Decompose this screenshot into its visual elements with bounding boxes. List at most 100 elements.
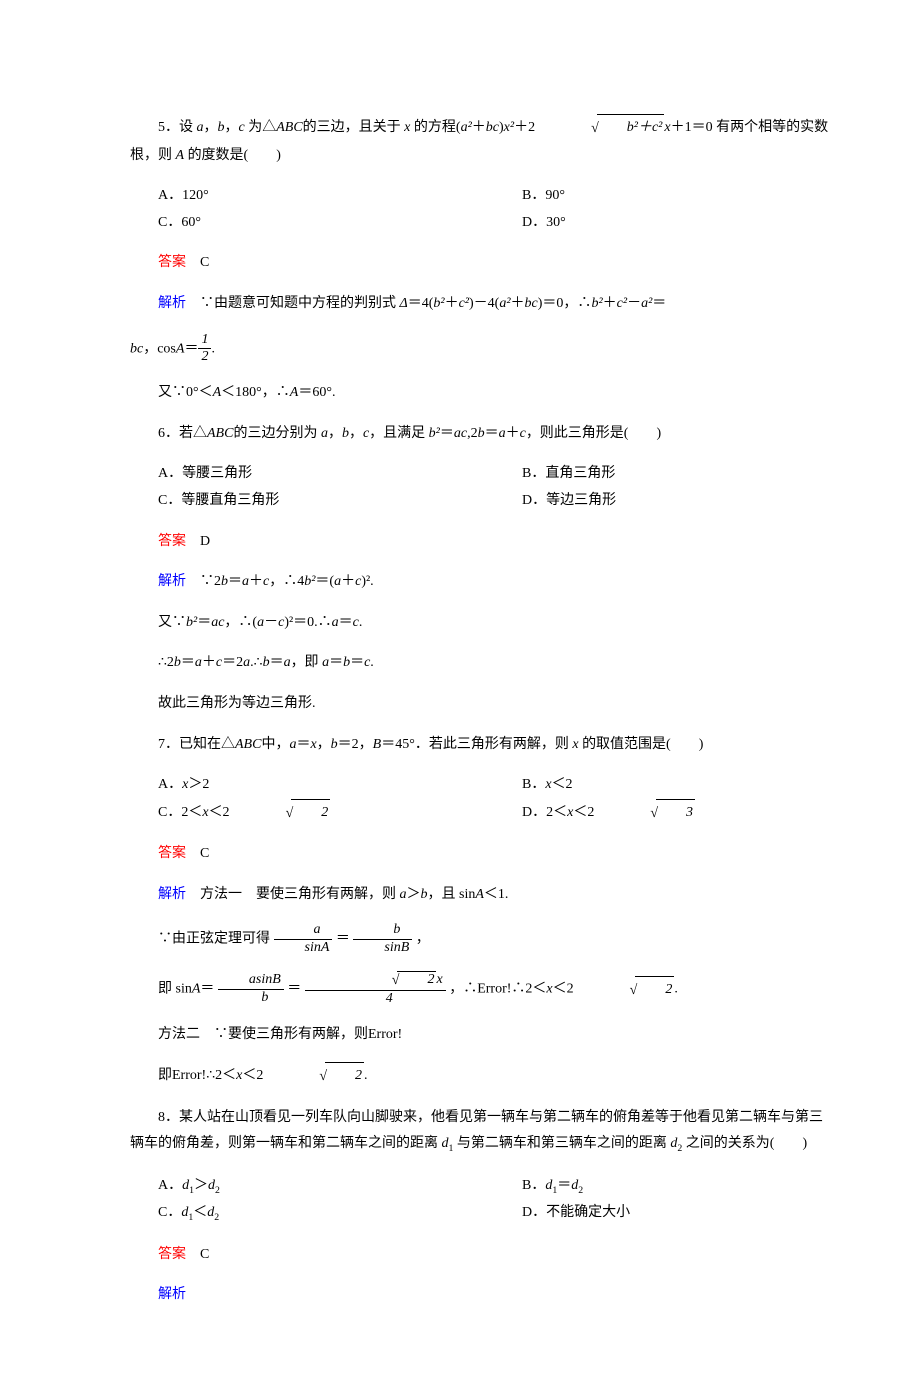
text: ＝ [197,615,211,630]
text: 即 [158,1068,172,1083]
var-bc: bc [130,341,143,356]
q7-e1: 解析 方法一 要使三角形有两解，则 a＞b，且 sinA＜1. [130,882,830,909]
text: ＝ [339,615,353,630]
text: ＝ [485,426,499,441]
q6-options-cd: C．等腰直角三角形 D．等边三角形 [130,488,830,515]
var-a: a [197,120,204,135]
text: ， [317,737,331,752]
sqrt2b: √2 [574,976,675,1005]
var-a: a [321,426,328,441]
sqrt: √b²＋c² [535,114,664,143]
text: ＋ [202,655,216,670]
q7-e5: 即Error!∴2＜x＜2√2. [130,1062,830,1091]
text: 即 sin [158,982,192,997]
b2: b² [433,296,444,311]
explain-label: 解析 [158,1287,186,1302]
q8-optA: A．d1＞d2 [130,1173,494,1200]
text: 中， [261,737,289,752]
text: 又∵ [158,615,186,630]
v: b [343,655,350,670]
t: C． [158,1205,181,1220]
answer-label: 答案 [158,846,186,861]
text: ＋ [445,296,459,311]
t: ＜ [193,1205,207,1220]
text: 的取值范围是( ) [579,737,704,752]
text: ＝ [296,737,310,752]
text: )－4( [469,296,499,311]
explain-label: 解析 [158,887,186,902]
b2: b² [429,426,440,441]
q6-e2: 又∵b²＝ac，∴(a－c)²＝0.∴a＝c. [130,610,830,637]
q5-optB: B．90° [494,183,830,210]
text: ＝2， [338,737,373,752]
text: ＝ [287,982,301,997]
text: ＋ [511,296,525,311]
frac-a-sina: asinA [274,922,333,957]
q5-number: 5． [158,120,179,135]
q8-number: 8． [158,1110,179,1125]
text: ，且满足 [369,426,429,441]
text: ,2 [467,426,478,441]
t: C．2＜ [158,805,202,820]
text: ，∴4 [269,574,304,589]
text: ＝ [270,655,284,670]
q6-optB: B．直角三角形 [494,461,830,488]
text: ＋ [472,120,486,135]
a2: a² [461,120,472,135]
q5-optD: D．30° [494,210,830,237]
text: ，则此三角形是( ) [526,426,661,441]
q7-options-cd: C．2＜x＜2√2 D．2＜x＜2√3 [130,799,830,828]
t: ＝ [557,1178,571,1193]
text: ＝ [440,426,454,441]
text: 若△ [179,426,207,441]
text: ∵2 [186,574,221,589]
q6-optC: C．等腰直角三角形 [130,488,494,515]
answer-value: C [186,1247,209,1262]
q6-stem: 6．若△ABC的三边分别为 a，b，c，且满足 b²＝ac,2b＝a＋c，则此三… [130,421,830,448]
text: － [264,615,278,630]
text: ＝4( [408,296,434,311]
text: .∴ [250,655,262,670]
answer-value: C [186,846,209,861]
q5-options-ab: A．120° B．90° [130,183,830,210]
text: 的三边，且关于 [303,120,405,135]
var-ac: ac [454,426,467,441]
q5-optC: C．60° [130,210,494,237]
q7-optA: A．x＞2 [130,772,494,799]
text: ＝ [336,932,350,947]
a2c: a² [641,296,652,311]
text: ＝45°．若此三角形有两解，则 [381,737,572,752]
q8-options-cd: C．d1＜d2 D．不能确定大小 [130,1200,830,1227]
text: ＝60°. [298,385,335,400]
text: ＋ [249,574,263,589]
var-bc: bc [525,296,538,311]
v: d [208,1178,215,1193]
t: D．2＜ [522,805,567,820]
answer-value: C [186,255,209,270]
q6-answer: 答案 D [130,529,830,556]
text: ，∴ [449,982,477,997]
var-bc: bc [486,120,499,135]
t: ＞ [194,1178,208,1193]
text: ，且 sin [428,887,476,902]
text: ＋2 [514,120,535,135]
text: ＝( [315,574,334,589]
q5-answer: 答案 C [130,250,830,277]
q5-stem: 5．设 a，b，c 为△ABC的三边，且关于 x 的方程(a²＋bc)x²＋2√… [130,114,830,169]
q8-optB: B．d1＝d2 [494,1173,830,1200]
explain-label: 解析 [158,574,186,589]
q6-options-ab: A．等腰三角形 B．直角三角形 [130,461,830,488]
v: d [442,1136,449,1151]
text: ，即 [291,655,323,670]
frac-half: 12 [198,332,211,367]
c2b: c² [617,296,627,311]
v: a [195,655,202,670]
text: ＝ [184,341,198,356]
q7-options-ab: A．x＞2 B．x＜2 [130,772,830,799]
sqrt2: √2 [230,799,331,828]
q6-e1: 解析 ∵2b＝a＋c，∴4b²＝(a＋c)². [130,569,830,596]
b2: b² [304,574,315,589]
v: ABC [235,737,261,752]
text: ∴2 [158,655,174,670]
text: ＜2 [553,982,574,997]
